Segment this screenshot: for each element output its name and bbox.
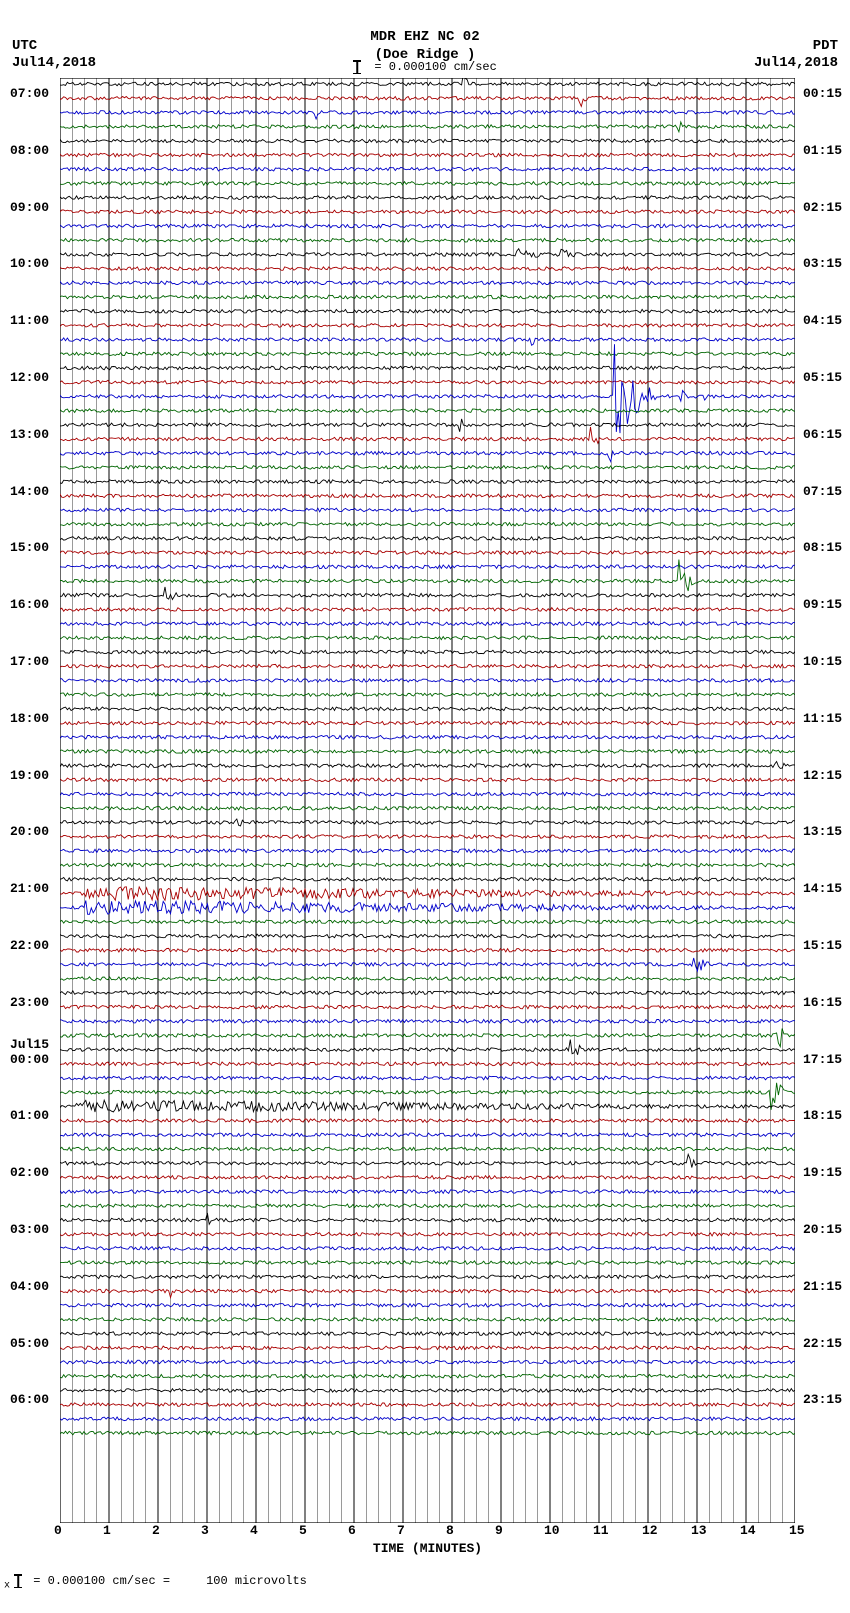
left-time-label: 12:00	[10, 371, 49, 384]
footer-text-b: 100 microvolts	[206, 1574, 307, 1588]
left-time-label: 04:00	[10, 1280, 49, 1293]
right-time-label: 16:15	[803, 996, 842, 1009]
left-time-label: 13:00	[10, 428, 49, 441]
right-time-label: 03:15	[803, 257, 842, 270]
left-time-label: 06:00	[10, 1393, 49, 1406]
left-time-label: 23:00	[10, 996, 49, 1009]
right-time-label: 15:15	[803, 939, 842, 952]
right-time-label: 08:15	[803, 541, 842, 554]
x-tick-label: 8	[446, 1523, 454, 1538]
x-tick-label: 3	[201, 1523, 209, 1538]
x-tick-label: 12	[642, 1523, 658, 1538]
x-tick-label: 2	[152, 1523, 160, 1538]
left-time-label: 03:00	[10, 1223, 49, 1236]
station-code: MDR EHZ NC 02	[0, 28, 850, 46]
right-time-label: 07:15	[803, 485, 842, 498]
x-tick-label: 14	[740, 1523, 756, 1538]
x-tick-label: 7	[397, 1523, 405, 1538]
left-time-label: 18:00	[10, 712, 49, 725]
x-tick-label: 15	[789, 1523, 805, 1538]
left-time-label: 09:00	[10, 201, 49, 214]
right-time-label: 22:15	[803, 1337, 842, 1350]
x-tick-label: 10	[544, 1523, 560, 1538]
x-tick-label: 0	[54, 1523, 62, 1538]
left-time-label: 21:00	[10, 882, 49, 895]
left-time-label: 11:00	[10, 314, 49, 327]
left-time-label: 05:00	[10, 1337, 49, 1350]
left-time-label: Jul15	[10, 1038, 49, 1051]
right-time-label: 04:15	[803, 314, 842, 327]
left-time-label: 15:00	[10, 541, 49, 554]
seismogram-chart: 0123456789101112131415 TIME (MINUTES)	[60, 78, 795, 1556]
left-time-label: 01:00	[10, 1109, 49, 1122]
right-time-label: 11:15	[803, 712, 842, 725]
right-time-label: 06:15	[803, 428, 842, 441]
scale-bar-icon	[353, 60, 361, 74]
right-time-label: 13:15	[803, 825, 842, 838]
left-time-label: 22:00	[10, 939, 49, 952]
right-timezone: PDT	[754, 38, 838, 55]
header-center: MDR EHZ NC 02 (Doe Ridge )	[0, 28, 850, 64]
x-tick-label: 6	[348, 1523, 356, 1538]
left-time-label: 00:00	[10, 1053, 49, 1066]
right-time-label: 18:15	[803, 1109, 842, 1122]
left-time-label: 20:00	[10, 825, 49, 838]
right-time-label: 02:15	[803, 201, 842, 214]
x-axis-label: TIME (MINUTES)	[60, 1541, 795, 1556]
right-time-label: 21:15	[803, 1280, 842, 1293]
footer-text-a: = 0.000100 cm/sec =	[33, 1574, 170, 1588]
left-time-label: 17:00	[10, 655, 49, 668]
left-time-label: 16:00	[10, 598, 49, 611]
right-time-label: 23:15	[803, 1393, 842, 1406]
right-time-label: 12:15	[803, 769, 842, 782]
x-tick-label: 4	[250, 1523, 258, 1538]
scale-text: = 0.000100 cm/sec	[374, 60, 496, 74]
right-time-label: 05:15	[803, 371, 842, 384]
left-time-label: 14:00	[10, 485, 49, 498]
x-tick-label: 11	[593, 1523, 609, 1538]
right-time-label: 20:15	[803, 1223, 842, 1236]
right-time-label: 10:15	[803, 655, 842, 668]
header-scale: = 0.000100 cm/sec	[0, 60, 850, 74]
chart-header: UTC Jul14,2018 MDR EHZ NC 02 (Doe Ridge …	[0, 0, 850, 78]
footer-scale-bar-icon	[14, 1574, 22, 1588]
left-time-label: 02:00	[10, 1166, 49, 1179]
x-tick-label: 13	[691, 1523, 707, 1538]
left-time-label: 08:00	[10, 144, 49, 157]
left-time-label: 07:00	[10, 87, 49, 100]
seismogram-page: UTC Jul14,2018 MDR EHZ NC 02 (Doe Ridge …	[0, 0, 850, 1592]
seismogram-svg	[60, 78, 795, 1523]
right-time-label: 01:15	[803, 144, 842, 157]
x-tick-label: 9	[495, 1523, 503, 1538]
left-time-label: 19:00	[10, 769, 49, 782]
x-tick-label: 1	[103, 1523, 111, 1538]
right-time-label: 00:15	[803, 87, 842, 100]
left-time-label: 10:00	[10, 257, 49, 270]
right-time-label: 19:15	[803, 1166, 842, 1179]
footer-scale: x = 0.000100 cm/sec = 100 microvolts	[4, 1574, 850, 1592]
x-tick-labels: 0123456789101112131415	[60, 1523, 795, 1539]
x-tick-label: 5	[299, 1523, 307, 1538]
right-time-label: 17:15	[803, 1053, 842, 1066]
right-time-label: 14:15	[803, 882, 842, 895]
right-time-label: 09:15	[803, 598, 842, 611]
